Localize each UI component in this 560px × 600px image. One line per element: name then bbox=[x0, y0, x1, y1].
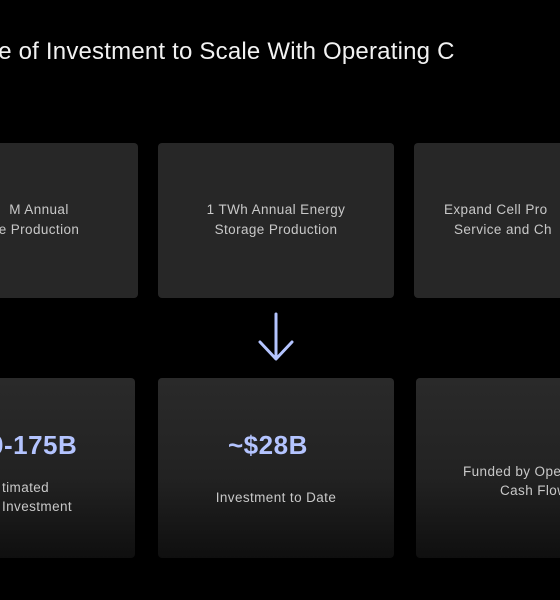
card-funded-operating: Funded by Ope Cash Flow bbox=[416, 378, 560, 558]
estimated-investment-line1: timated bbox=[2, 480, 50, 495]
card-energy-storage-line2: Storage Production bbox=[214, 222, 338, 237]
investment-to-date-value: ~$28B bbox=[228, 430, 308, 460]
card-expand-cell: Expand Cell Pro Service and Ch bbox=[414, 143, 560, 298]
card-vehicle-production-line1: M Annual bbox=[9, 202, 69, 217]
slide-title: ce of Investment to Scale With Operating… bbox=[0, 38, 560, 74]
card-expand-cell-line2: Service and Ch bbox=[454, 222, 552, 237]
arrow-down-icon bbox=[258, 312, 294, 361]
funded-operating-line1: Funded by Ope bbox=[463, 464, 560, 479]
card-vehicle-production: M Annual e Production bbox=[0, 143, 138, 298]
slide-title-text: ce of Investment to Scale With Operating… bbox=[0, 38, 455, 65]
investment-to-date-label: Investment to Date bbox=[215, 490, 337, 505]
card-energy-storage: 1 TWh Annual Energy Storage Production bbox=[158, 143, 394, 298]
estimated-investment-line2: Investment bbox=[2, 499, 73, 514]
estimated-investment-value: 0-175B bbox=[0, 430, 78, 460]
card-expand-cell-line1: Expand Cell Pro bbox=[444, 202, 548, 217]
card-energy-storage-line1: 1 TWh Annual Energy bbox=[206, 202, 346, 217]
funded-operating-line2: Cash Flow bbox=[500, 483, 560, 498]
card-estimated-investment: 0-175B timated Investment bbox=[0, 378, 135, 558]
card-vehicle-production-line2: e Production bbox=[0, 222, 80, 237]
card-investment-to-date: ~$28B Investment to Date bbox=[158, 378, 394, 558]
